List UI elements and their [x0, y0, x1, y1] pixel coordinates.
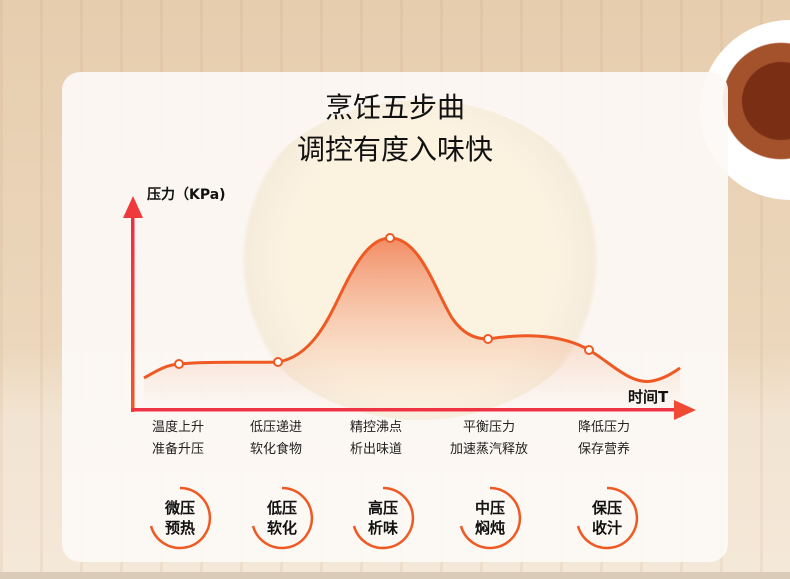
title-line-2: 调控有度入味快 — [296, 133, 493, 166]
stage-badge-2: 低压 软化 — [250, 486, 314, 550]
bottom-strip — [0, 572, 790, 579]
badge-text: 析味 — [367, 519, 398, 537]
badge-text: 保压 — [591, 499, 622, 517]
step-line: 低压递进 — [249, 420, 302, 435]
step-description-4: 平衡压力加速蒸汽释放 — [419, 417, 559, 461]
step-line: 保存营养 — [577, 442, 630, 457]
badge-text: 低压 — [266, 499, 297, 517]
step-line: 平衡压力 — [462, 420, 515, 435]
x-axis — [131, 408, 677, 412]
step-line: 加速蒸汽释放 — [449, 442, 528, 457]
step-line: 准备升压 — [151, 442, 204, 457]
badge-text: 微压 — [164, 499, 195, 517]
curve-fill — [144, 238, 680, 410]
stage-badge-5: 保压 收汁 — [575, 486, 639, 550]
y-axis-label: 压力（KPa) — [147, 187, 226, 203]
badge-text: 收汁 — [591, 519, 622, 537]
step-description-5: 降低压力 保存营养 — [534, 417, 674, 461]
step-description-3: 精控沸点 析出味道 — [306, 417, 446, 461]
step-description-2: 低压递进 软化食物 — [206, 417, 346, 461]
step-description-1: 温度上升 准备升压 — [108, 417, 248, 461]
y-axis — [131, 216, 135, 412]
x-axis-arrow — [674, 400, 696, 420]
curve-point-1 — [174, 359, 184, 369]
badge-text: 高压 — [367, 499, 398, 517]
curve-point-4 — [483, 334, 493, 344]
title-line-1: 烹饪五步曲 — [324, 91, 465, 124]
curve-point-2 — [273, 357, 283, 367]
step-line: 软化食物 — [249, 442, 302, 457]
y-axis-arrow — [123, 196, 143, 218]
x-axis-label: 时间T — [628, 388, 669, 406]
badge-text: 软化 — [266, 519, 297, 537]
badge-text: 焖炖 — [474, 519, 505, 537]
badge-text: 预热 — [164, 519, 195, 537]
step-line: 精控沸点 — [349, 420, 402, 435]
step-line: 温度上升 — [151, 420, 204, 435]
badge-text: 中压 — [474, 499, 505, 517]
step-line: 析出味道 — [349, 442, 402, 457]
pressure-curve — [143, 236, 681, 383]
step-line: 降低压力 — [577, 420, 630, 435]
stage-badge-3: 高压 析味 — [351, 486, 415, 550]
curve-point-3 — [385, 233, 395, 243]
stage-badge-4: 中压 焖炖 — [458, 486, 522, 550]
curve-point-5 — [584, 345, 594, 355]
stage-badge-1: 微压 预热 — [148, 486, 212, 550]
